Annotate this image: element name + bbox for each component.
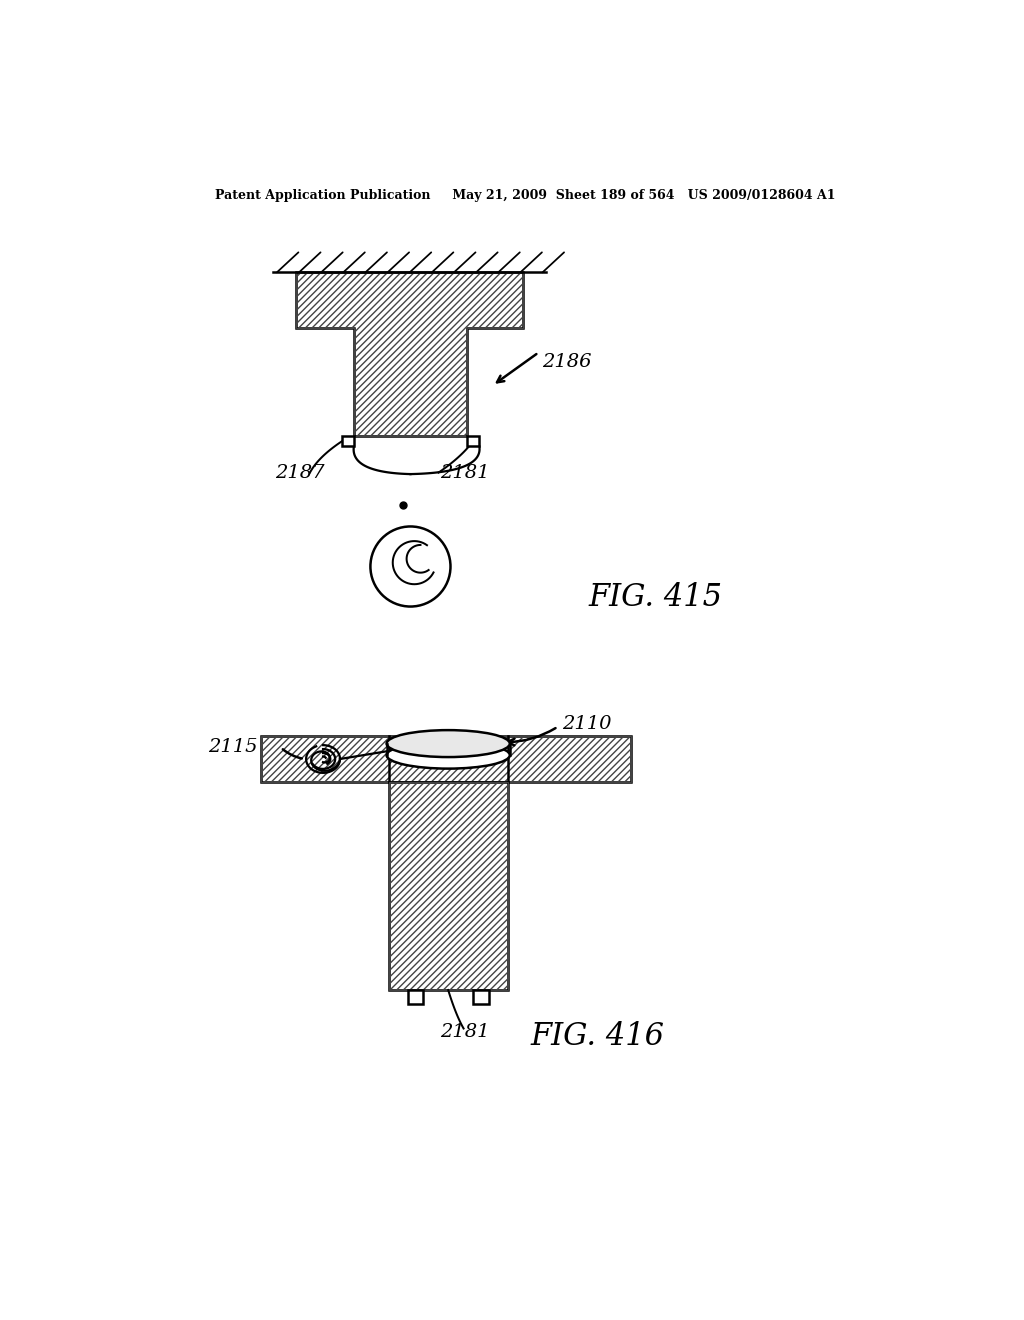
Circle shape [371,527,451,607]
Polygon shape [261,737,631,781]
Text: 2181: 2181 [440,463,489,482]
Bar [388,781,508,990]
Text: 2181: 2181 [440,1023,490,1041]
Text: 2186: 2186 [543,354,592,371]
Ellipse shape [387,730,510,758]
Bar [467,436,479,446]
Bar [408,990,423,1003]
Bar [388,781,508,990]
Ellipse shape [387,742,510,768]
Text: FIG. 415: FIG. 415 [589,582,723,612]
Text: FIG. 416: FIG. 416 [531,1020,665,1052]
Bar [342,436,354,446]
Polygon shape [296,272,523,436]
Text: 2110: 2110 [562,715,611,734]
Text: 2115: 2115 [208,738,258,756]
Bar [473,990,488,1003]
Text: 2187: 2187 [275,463,325,482]
Text: Patent Application Publication     May 21, 2009  Sheet 189 of 564   US 2009/0128: Patent Application Publication May 21, 2… [215,189,835,202]
